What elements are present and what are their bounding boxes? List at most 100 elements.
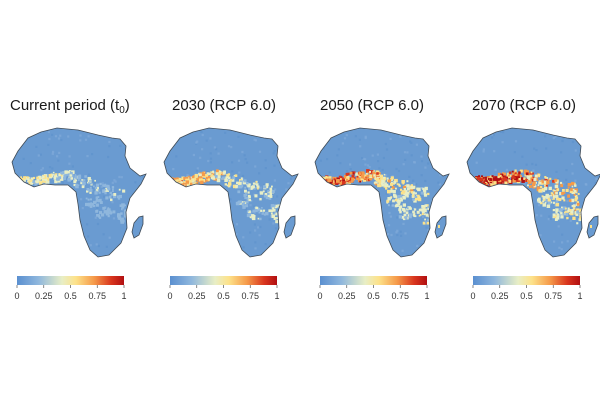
suitability-cell <box>189 180 192 183</box>
suitability-cell <box>191 176 195 179</box>
background-speckle <box>41 167 44 170</box>
suitability-cell <box>99 182 102 186</box>
background-speckle <box>317 214 320 217</box>
suitability-cell <box>324 177 328 181</box>
background-speckle <box>351 246 354 249</box>
suitability-cell <box>545 177 547 179</box>
suitability-cell <box>237 201 240 204</box>
suitability-cell <box>181 176 185 180</box>
background-speckle <box>34 222 37 225</box>
background-speckle <box>198 237 201 241</box>
suitability-cell <box>579 216 583 220</box>
background-speckle <box>388 211 391 215</box>
background-speckle <box>111 181 114 184</box>
background-speckle <box>577 239 580 242</box>
background-speckle <box>420 160 424 163</box>
background-speckle <box>258 172 261 175</box>
suitability-cell <box>534 174 538 178</box>
suitability-cell <box>54 173 58 176</box>
background-speckle <box>36 199 39 202</box>
background-speckle <box>563 130 566 133</box>
suitability-cell <box>201 172 206 177</box>
background-speckle <box>36 235 39 238</box>
suitability-cell <box>121 203 125 207</box>
suitability-cell <box>74 174 77 176</box>
suitability-cell <box>96 186 99 190</box>
suitability-cell <box>414 195 418 198</box>
background-speckle <box>537 245 540 248</box>
map-panel-2: 2030 (RCP 6.0) <box>163 97 299 258</box>
background-speckle <box>328 171 331 174</box>
suitability-cell <box>468 181 472 185</box>
background-speckle <box>17 249 20 252</box>
background-speckle <box>586 206 589 209</box>
suitability-cell <box>247 194 251 198</box>
suitability-cell <box>504 181 508 185</box>
suitability-cell <box>546 204 551 208</box>
background-speckle <box>253 211 256 214</box>
suitability-cell <box>225 183 227 186</box>
background-speckle <box>386 240 390 244</box>
suitability-cell <box>39 175 43 179</box>
suitability-cell <box>430 218 433 222</box>
suitability-cell <box>525 179 529 182</box>
background-speckle <box>101 182 104 185</box>
background-speckle <box>65 250 68 253</box>
suitability-cell <box>89 188 93 192</box>
suitability-cell <box>438 225 440 228</box>
suitability-cell <box>409 207 412 210</box>
background-speckle <box>258 150 262 153</box>
suitability-cell <box>539 201 543 205</box>
background-speckle <box>526 202 530 205</box>
suitability-cell <box>36 176 40 180</box>
suitability-cell <box>512 173 514 175</box>
background-speckle <box>263 210 267 213</box>
suitability-cell <box>557 215 560 219</box>
suitability-cell <box>377 179 381 183</box>
suitability-cell <box>414 192 417 195</box>
background-speckle <box>349 163 352 166</box>
suitability-cell <box>256 187 259 190</box>
colorbar-tick-label: 0.25 <box>338 291 356 301</box>
background-speckle <box>227 145 231 148</box>
background-speckle <box>322 194 325 197</box>
background-speckle <box>80 198 83 201</box>
background-speckle <box>336 154 339 157</box>
suitability-cell <box>69 174 73 177</box>
suitability-cell <box>423 193 426 196</box>
background-speckle <box>513 151 516 154</box>
suitability-cell <box>91 202 94 206</box>
background-speckle <box>540 214 543 217</box>
suitability-cell <box>356 176 360 180</box>
suitability-cell <box>98 214 100 217</box>
background-speckle <box>237 135 240 138</box>
colorbar-tick-label: 0 <box>14 291 19 301</box>
suitability-cell <box>267 192 270 195</box>
suitability-cell <box>578 218 582 222</box>
suitability-cell <box>407 214 411 217</box>
suitability-cell <box>521 179 525 183</box>
suitability-cell <box>561 196 565 200</box>
background-speckle <box>139 186 142 189</box>
suitability-cell <box>105 196 109 200</box>
suitability-cell <box>122 189 126 193</box>
suitability-cell <box>527 177 531 181</box>
background-speckle <box>403 151 407 154</box>
suitability-cell <box>373 169 375 172</box>
background-speckle <box>506 207 509 210</box>
suitability-cell <box>375 177 379 182</box>
background-speckle <box>287 214 290 217</box>
suitability-cell <box>403 188 407 191</box>
background-speckle <box>137 140 140 143</box>
suitability-cell <box>404 216 408 219</box>
suitability-cell <box>517 176 521 179</box>
background-speckle <box>91 186 94 189</box>
suitability-cell <box>61 176 65 180</box>
suitability-cell <box>86 190 89 193</box>
background-speckle <box>209 254 212 257</box>
suitability-cell <box>402 182 405 185</box>
suitability-cell <box>549 196 553 200</box>
background-speckle <box>438 140 441 143</box>
background-speckle <box>545 189 549 192</box>
suitability-cell <box>542 200 545 203</box>
